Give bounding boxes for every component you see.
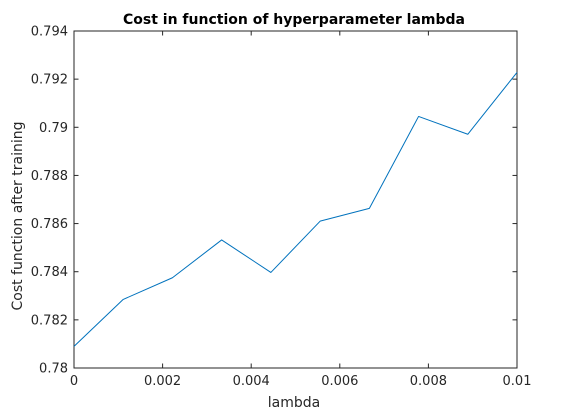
x-tick-label: 0.004 bbox=[233, 374, 270, 389]
x-tick-label: 0.01 bbox=[503, 374, 532, 389]
x-tick-label: 0.008 bbox=[410, 374, 447, 389]
y-tick-label: 0.788 bbox=[31, 169, 68, 184]
plot-area: 0 0.002 0.004 0.006 0.008 0.01 0.78 0.782 0.784 0… bbox=[31, 25, 532, 390]
series-line-1 bbox=[73, 72, 518, 347]
y-tick-label: 0.79 bbox=[39, 121, 68, 136]
y-tick-label: 0.784 bbox=[31, 265, 68, 280]
x-tick-label: 0.006 bbox=[321, 374, 358, 389]
y-tick-label: 0.786 bbox=[31, 217, 68, 232]
x-tick-label: 0.002 bbox=[144, 374, 181, 389]
y-tick-label: 0.792 bbox=[31, 73, 68, 88]
y-tick-label: 0.782 bbox=[31, 313, 68, 328]
y-tick-label: 0.78 bbox=[39, 362, 68, 377]
y-tick-label: 0.794 bbox=[31, 25, 68, 40]
x-tick-label: 0 bbox=[70, 374, 78, 389]
axes-box bbox=[73, 30, 518, 369]
x-axis-title: lambda bbox=[268, 395, 320, 411]
chart-title: Cost in function of hyperparameter lambd… bbox=[123, 12, 465, 28]
y-axis-title: Cost function after training bbox=[10, 121, 26, 310]
